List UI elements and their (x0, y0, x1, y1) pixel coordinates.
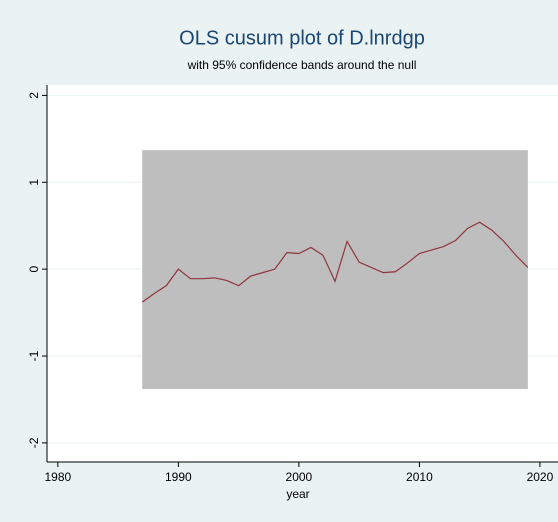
y-tick-label: 0 (27, 266, 41, 273)
chart-subtitle: with 95% confidence bands around the nul… (187, 58, 417, 72)
chart-title: OLS cusum plot of D.lnrdgp (179, 27, 425, 49)
y-tick-label: -2 (27, 437, 41, 448)
y-tick-label: 1 (27, 179, 41, 186)
series-line (141, 221, 529, 303)
x-tick-label: 2000 (286, 470, 313, 484)
x-tick-label: 2010 (406, 470, 433, 484)
y-tick-label: -1 (27, 350, 41, 361)
x-tick-label: 2020 (527, 470, 554, 484)
x-axis-label: year (286, 487, 309, 501)
x-tick-label: 1990 (165, 470, 192, 484)
x-tick-label: 1980 (44, 470, 71, 484)
confidence-band (142, 150, 528, 390)
y-tick-label: 2 (27, 92, 41, 99)
